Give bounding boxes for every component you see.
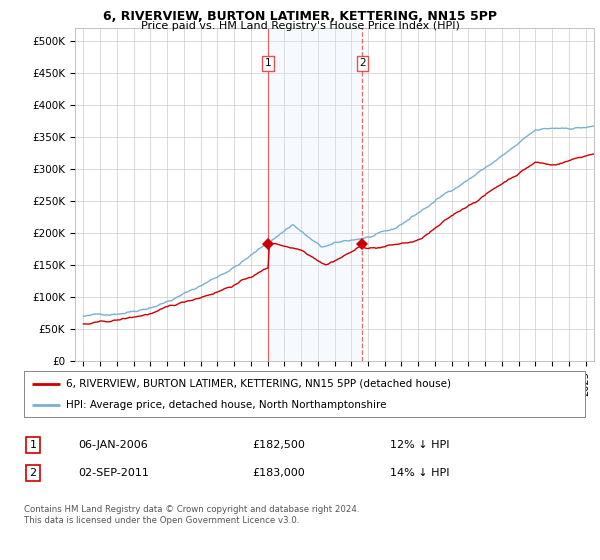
Text: 6, RIVERVIEW, BURTON LATIMER, KETTERING, NN15 5PP: 6, RIVERVIEW, BURTON LATIMER, KETTERING,… <box>103 10 497 23</box>
Text: £183,000: £183,000 <box>252 468 305 478</box>
Bar <box>268 28 362 361</box>
Text: 6, RIVERVIEW, BURTON LATIMER, KETTERING, NN15 5PP (detached house): 6, RIVERVIEW, BURTON LATIMER, KETTERING,… <box>66 379 451 389</box>
Text: 14% ↓ HPI: 14% ↓ HPI <box>390 468 449 478</box>
Text: Contains HM Land Registry data © Crown copyright and database right 2024.
This d: Contains HM Land Registry data © Crown c… <box>24 505 359 525</box>
Text: 06-JAN-2006: 06-JAN-2006 <box>78 440 148 450</box>
Text: 02-SEP-2011: 02-SEP-2011 <box>78 468 149 478</box>
Text: Price paid vs. HM Land Registry's House Price Index (HPI): Price paid vs. HM Land Registry's House … <box>140 21 460 31</box>
Text: 1: 1 <box>29 440 37 450</box>
Text: 1: 1 <box>265 58 271 68</box>
Text: £182,500: £182,500 <box>252 440 305 450</box>
Text: 2: 2 <box>359 58 366 68</box>
Text: 2: 2 <box>29 468 37 478</box>
Text: 12% ↓ HPI: 12% ↓ HPI <box>390 440 449 450</box>
Text: HPI: Average price, detached house, North Northamptonshire: HPI: Average price, detached house, Nort… <box>66 400 386 410</box>
